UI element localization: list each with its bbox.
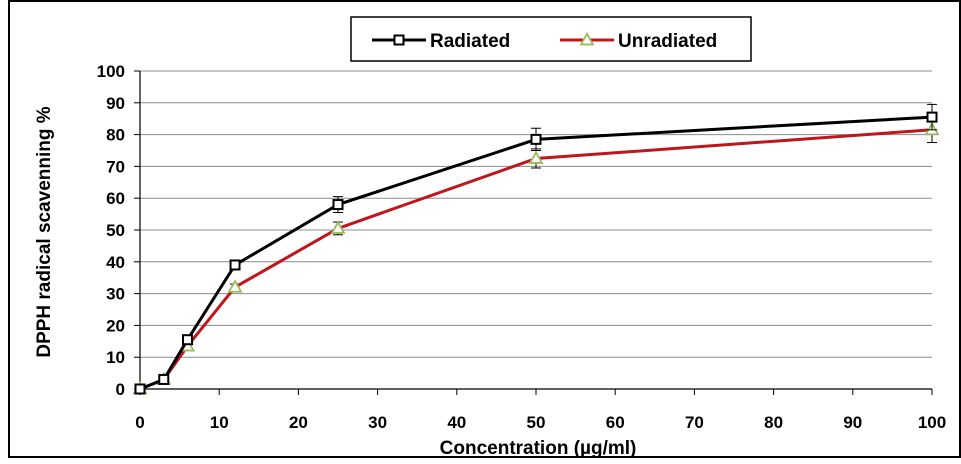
legend-item-unradiated: Unradiated	[560, 31, 717, 52]
data-point-radiated-0	[134, 383, 146, 395]
x-tick-label-50: 50	[527, 413, 546, 432]
y-axis-title: DPPH radical scavenning %	[34, 106, 55, 357]
legend-marker-unradiated	[579, 32, 595, 46]
data-point-unradiated-3	[227, 279, 243, 293]
y-tick-label-60: 60	[106, 189, 125, 208]
y-tick-label-0: 0	[116, 380, 125, 399]
y-tick-label-50: 50	[106, 221, 125, 240]
x-tick-label-40: 40	[447, 413, 466, 432]
data-point-radiated-4	[332, 199, 344, 211]
y-tick-label-30: 30	[106, 285, 125, 304]
axes	[134, 70, 933, 395]
y-tick-label-80: 80	[106, 126, 125, 145]
y-tick-label-70: 70	[106, 157, 125, 176]
legend-marker-radiated	[393, 34, 405, 46]
data-point-radiated-6	[926, 111, 938, 123]
series	[132, 103, 940, 395]
y-tick-label-100: 100	[97, 62, 125, 81]
data-point-radiated-1	[158, 373, 170, 385]
series-radiated	[134, 103, 938, 395]
legend: Radiated Unradiated	[350, 16, 752, 62]
legend-label-radiated: Radiated	[430, 31, 510, 52]
gridlines	[140, 70, 932, 358]
y-tick-label-10: 10	[106, 348, 125, 367]
x-tick-label-60: 60	[606, 413, 625, 432]
x-axis-title: Concentration (µg/ml)	[440, 438, 637, 459]
legend-item-radiated: Radiated	[372, 31, 510, 52]
x-tick-label-70: 70	[685, 413, 704, 432]
x-tick-label-100: 100	[918, 413, 946, 432]
data-point-radiated-5	[530, 133, 542, 145]
tick-labels: 0 10 20 30 40 50 60 70 80 90 100 0 10 20 30 40 50 60 70 80 9…	[97, 62, 947, 432]
legend-label-unradiated: Unradiated	[618, 31, 717, 52]
data-point-unradiated-4	[330, 220, 346, 234]
x-tick-label-80: 80	[764, 413, 783, 432]
x-tick-label-90: 90	[843, 413, 862, 432]
x-tick-label-30: 30	[368, 413, 387, 432]
y-tick-label-20: 20	[106, 316, 125, 335]
y-tick-label-90: 90	[106, 94, 125, 113]
y-tick-label-40: 40	[106, 253, 125, 272]
data-point-radiated-2	[182, 334, 194, 346]
x-tick-label-20: 20	[289, 413, 308, 432]
x-tick-label-0: 0	[135, 413, 144, 432]
data-point-radiated-3	[229, 259, 241, 271]
x-tick-label-10: 10	[210, 413, 229, 432]
data-point-unradiated-5	[528, 150, 544, 164]
